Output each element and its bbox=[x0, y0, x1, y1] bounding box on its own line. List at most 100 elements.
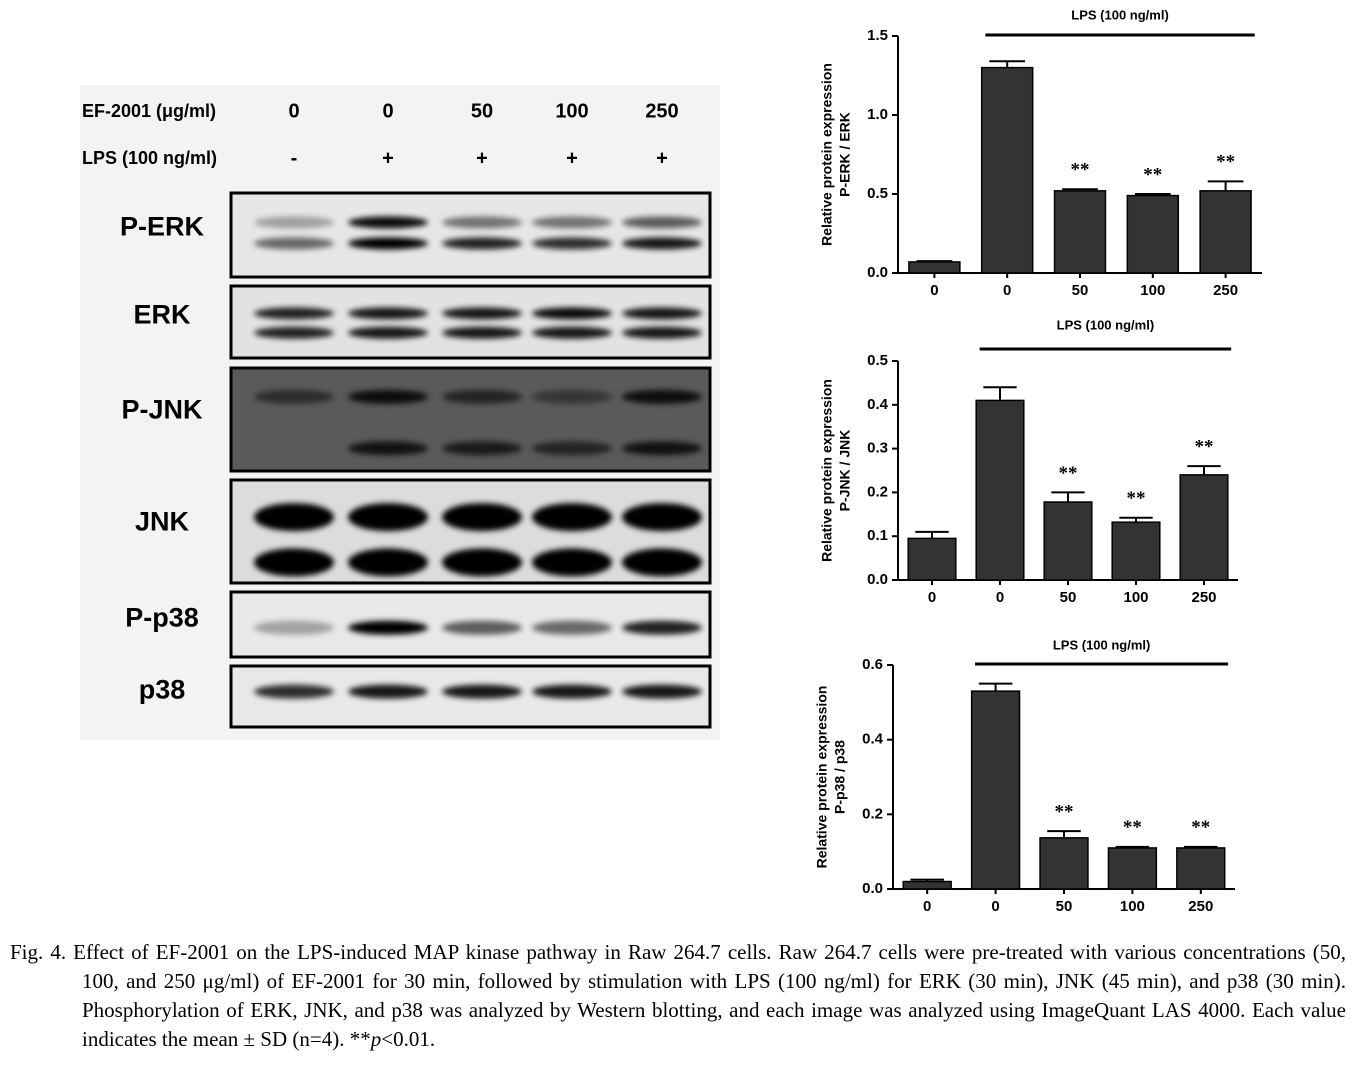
lps-sign: - bbox=[291, 147, 298, 169]
row-label: JNK bbox=[135, 506, 190, 536]
blot-band bbox=[532, 237, 612, 250]
caption-italic: p bbox=[370, 1027, 382, 1051]
x-tick-label: 100 bbox=[1120, 898, 1145, 915]
caption: Fig. 4. Effect of EF-2001 on the LPS-ind… bbox=[10, 938, 1346, 1054]
blot-band bbox=[532, 307, 612, 320]
y-tick-label: 1.0 bbox=[867, 106, 888, 123]
y-tick-label: 0.5 bbox=[867, 352, 888, 369]
y-tick-label: 0.0 bbox=[862, 880, 883, 897]
blot-band bbox=[348, 684, 428, 699]
x-tick-label: 250 bbox=[1191, 589, 1216, 606]
blot-band bbox=[532, 216, 612, 229]
y-axis-label: Relative protein expression bbox=[819, 63, 835, 246]
row-label: ERK bbox=[133, 299, 191, 329]
y-tick-label: 0.6 bbox=[862, 656, 883, 673]
blot-band bbox=[254, 684, 334, 699]
blot-band bbox=[442, 548, 522, 577]
x-tick-label: 50 bbox=[1060, 589, 1077, 606]
bar bbox=[1039, 837, 1089, 890]
blot-band bbox=[532, 326, 612, 339]
significance: ** bbox=[1143, 164, 1162, 185]
blot-header-label: EF-2001 (μg/ml) bbox=[82, 101, 216, 121]
y-axis-label: Relative protein expression bbox=[819, 379, 835, 562]
blot-band bbox=[532, 548, 612, 577]
blot-band bbox=[532, 503, 612, 532]
y-axis-label: P-JNK / JNK bbox=[837, 430, 853, 512]
significance: ** bbox=[1195, 436, 1214, 457]
blot-band bbox=[622, 548, 702, 577]
lps-sign: + bbox=[476, 147, 488, 169]
blot-band bbox=[254, 503, 334, 532]
blot-band bbox=[532, 620, 612, 635]
blot-band bbox=[348, 237, 428, 250]
blot-band bbox=[622, 216, 702, 229]
blot-band bbox=[532, 441, 612, 456]
significance: ** bbox=[1191, 817, 1210, 838]
blot-band bbox=[254, 326, 334, 339]
bar bbox=[975, 399, 1025, 581]
x-tick-label: 0 bbox=[928, 589, 936, 606]
x-tick-label: 0 bbox=[923, 898, 931, 915]
x-tick-label: 0 bbox=[1003, 282, 1011, 299]
blot-band bbox=[348, 216, 428, 229]
bar bbox=[1126, 194, 1180, 274]
x-tick-label: 250 bbox=[1213, 282, 1238, 299]
bar bbox=[1053, 190, 1107, 274]
y-tick-label: 0.2 bbox=[867, 483, 888, 500]
blot-panel bbox=[229, 191, 712, 279]
blot-band bbox=[348, 503, 428, 532]
blot-band bbox=[348, 441, 428, 456]
y-axis-label: P-p38 / p38 bbox=[832, 740, 848, 814]
blot-band bbox=[254, 389, 334, 404]
blot-band bbox=[442, 684, 522, 699]
lps-sign: + bbox=[382, 147, 394, 169]
bar bbox=[980, 66, 1034, 274]
lps-label: LPS (100 ng/ml) bbox=[1053, 637, 1151, 652]
y-axis-label: Relative protein expression bbox=[814, 686, 830, 869]
y-tick-label: 0.2 bbox=[862, 805, 883, 822]
lps-label: LPS (100 ng/ml) bbox=[1071, 7, 1169, 22]
blot-band bbox=[254, 216, 334, 229]
blot-band bbox=[254, 548, 334, 577]
caption-text: Fig. 4. Effect of EF-2001 on the LPS-ind… bbox=[10, 940, 1346, 1051]
significance: ** bbox=[1059, 463, 1078, 484]
dose-label: 250 bbox=[645, 100, 678, 122]
dose-label: 0 bbox=[382, 100, 393, 122]
row-label: p38 bbox=[139, 675, 186, 705]
x-tick-label: 0 bbox=[996, 589, 1004, 606]
y-tick-label: 1.5 bbox=[867, 27, 888, 44]
y-tick-label: 0.4 bbox=[862, 731, 884, 748]
dose-label: 100 bbox=[555, 100, 588, 122]
blot-band bbox=[442, 216, 522, 229]
x-tick-label: 50 bbox=[1072, 282, 1089, 299]
bar bbox=[1043, 501, 1093, 581]
bar bbox=[1179, 474, 1229, 581]
bar bbox=[902, 880, 952, 890]
x-tick-label: 250 bbox=[1188, 898, 1213, 915]
lps-sign: + bbox=[656, 147, 668, 169]
y-tick-label: 0.4 bbox=[867, 396, 889, 413]
blot-band bbox=[442, 307, 522, 320]
bar bbox=[1111, 521, 1161, 581]
dose-label: 50 bbox=[471, 100, 493, 122]
blot-band bbox=[442, 620, 522, 635]
blot-band bbox=[622, 237, 702, 250]
dose-label: 0 bbox=[288, 100, 299, 122]
y-tick-label: 0.0 bbox=[867, 571, 888, 588]
bar bbox=[1176, 847, 1226, 890]
y-tick-label: 0.1 bbox=[867, 527, 888, 544]
row-label: P-JNK bbox=[121, 394, 203, 424]
significance: ** bbox=[1071, 160, 1090, 181]
row-label: P-ERK bbox=[120, 211, 205, 241]
significance: ** bbox=[1055, 801, 1074, 822]
blot-band bbox=[254, 307, 334, 320]
blot-band bbox=[348, 620, 428, 635]
figure: EF-2001 (μg/ml) LPS (100 ng/ml) 0 - 0 +50 +100… bbox=[80, 7, 1262, 915]
significance: ** bbox=[1216, 152, 1235, 173]
y-axis-label: P-ERK / ERK bbox=[837, 112, 853, 197]
y-tick-label: 0.5 bbox=[867, 185, 888, 202]
blot-panel bbox=[229, 284, 712, 360]
blot-band bbox=[442, 441, 522, 456]
lps-sign: + bbox=[566, 147, 578, 169]
y-tick-label: 0.0 bbox=[867, 264, 888, 281]
